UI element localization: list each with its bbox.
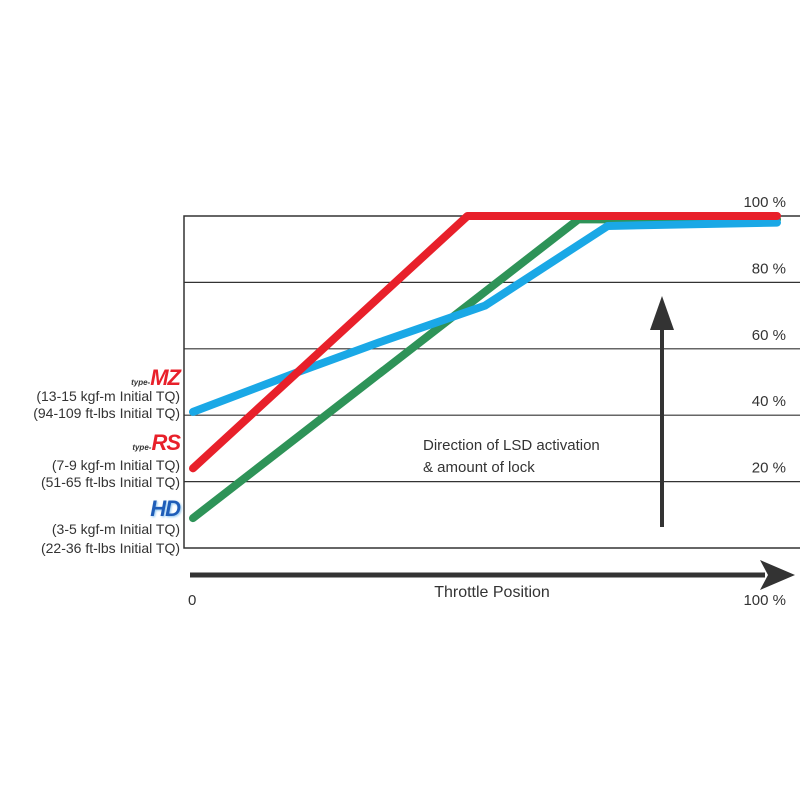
y-tick-label: 80 % [752,260,786,277]
lsd-arrow-head [650,296,674,330]
hd-logo: HD [150,496,181,521]
annotation-line-2: & amount of lock [423,459,535,476]
y-tick-label: 40 % [752,393,786,410]
x-axis-label: Throttle Position [434,584,550,601]
type-mz-logo: type-MZ [131,365,181,390]
x-tick-label: 0 [188,592,196,609]
y-tick-label: 20 % [752,460,786,477]
x-axis-arrow-head [760,560,795,590]
y-tick-label: 60 % [752,327,786,344]
mz-kgf-label: (13-15 kgf-m Initial TQ) [36,388,180,404]
series-line-0 [189,212,781,473]
rs-kgf-label: (7-9 kgf-m Initial TQ) [51,457,180,473]
x-tick-label: 100 % [743,592,786,609]
annotation-line-1: Direction of LSD activation [423,437,600,454]
hd-ftlbs-label: (22-36 ft-lbs Initial TQ) [40,540,180,556]
series-line-2 [189,218,781,416]
rs-ftlbs-label: (51-65 ft-lbs Initial TQ) [40,474,180,490]
type-rs-logo: type-RS [132,430,181,455]
mz-ftlbs-label: (94-109 ft-lbs Initial TQ) [33,405,180,421]
hd-kgf-label: (3-5 kgf-m Initial TQ) [51,521,180,537]
y-tick-label: 100 % [743,194,786,211]
